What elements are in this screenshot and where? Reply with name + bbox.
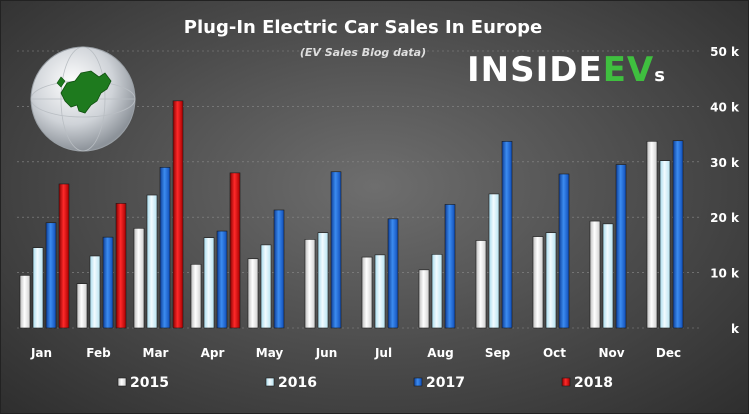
- europe-globe-icon: [30, 46, 136, 152]
- x-tick-label: Apr: [201, 346, 225, 360]
- bar-2017-jun: [330, 171, 342, 329]
- bar-2016-jan: [32, 247, 44, 329]
- bar-2017-dec: [672, 140, 684, 329]
- x-tick-label: Dec: [656, 346, 681, 360]
- bar-2016-may: [260, 244, 272, 329]
- bar-2016-apr: [203, 237, 215, 329]
- legend-swatch-2016: [265, 377, 275, 387]
- bar-2015-jun: [304, 239, 316, 329]
- gridlines: [17, 50, 701, 329]
- bar-2017-feb: [102, 236, 114, 329]
- bar-2017-may: [273, 209, 285, 329]
- bar-2016-feb: [89, 255, 101, 329]
- chart-title: Plug-In Electric Car Sales In Europe: [184, 17, 542, 38]
- legend-swatch-2015: [117, 377, 127, 387]
- bar-2015-may: [247, 258, 259, 329]
- bar-2016-mar: [146, 194, 158, 329]
- bar-2018-mar: [172, 100, 184, 329]
- bar-2018-apr: [229, 172, 241, 329]
- x-tick-label: Mar: [143, 346, 169, 360]
- insideevs-logo: INSIDEEVs: [467, 50, 665, 90]
- chart-subtitle: (EV Sales Blog data): [300, 46, 426, 59]
- bar-2018-feb: [115, 203, 127, 329]
- y-tick-label: k: [731, 322, 740, 336]
- bar-2016-aug: [431, 254, 443, 329]
- bar-2017-oct: [558, 173, 570, 329]
- y-tick-label: 30 k: [710, 156, 740, 170]
- y-tick-label: 20 k: [710, 211, 740, 225]
- bar-2017-apr: [216, 230, 228, 329]
- x-tick-label: Oct: [543, 346, 566, 360]
- bar-2016-nov: [602, 223, 614, 329]
- legend: 2015 2016 2017 2018: [117, 375, 613, 391]
- bar-2015-sep: [475, 240, 487, 329]
- bar-2016-oct: [545, 232, 557, 329]
- svg-text:INSIDEEVs: INSIDEEVs: [467, 50, 665, 90]
- x-tick-label: Nov: [598, 346, 624, 360]
- y-tick-label: 40 k: [710, 100, 740, 114]
- bar-2017-jan: [45, 222, 57, 329]
- bar-2015-apr: [190, 263, 202, 329]
- legend-label-2015: 2015: [130, 375, 169, 391]
- bars: [19, 100, 684, 329]
- legend-label-2018: 2018: [574, 375, 613, 391]
- x-tick-label: Feb: [86, 346, 111, 360]
- legend-label-2017: 2017: [426, 375, 465, 391]
- bar-2017-sep: [501, 141, 513, 329]
- bar-2015-nov: [589, 220, 601, 329]
- bar-2017-aug: [444, 204, 456, 329]
- legend-label-2016: 2016: [278, 375, 317, 391]
- x-axis-categories: Jan Feb Mar Apr May Jun Jul Aug Sep Oct Nov Dec: [30, 346, 681, 360]
- bar-2015-feb: [76, 283, 88, 329]
- legend-swatch-2017: [413, 377, 423, 387]
- y-tick-label: 10 k: [710, 267, 740, 281]
- x-tick-label: Jul: [374, 346, 392, 360]
- x-tick-label: Jan: [30, 346, 52, 360]
- bar-2015-jul: [361, 256, 373, 329]
- bar-2015-mar: [133, 227, 145, 329]
- bar-2017-mar: [159, 167, 171, 329]
- x-tick-label: May: [256, 346, 284, 360]
- x-tick-label: Sep: [485, 346, 511, 360]
- bar-2016-jun: [317, 232, 329, 329]
- bar-2018-jan: [58, 183, 70, 329]
- bar-2016-jul: [374, 254, 386, 329]
- bar-2016-sep: [488, 193, 500, 329]
- bar-2016-dec: [659, 160, 671, 329]
- x-tick-label: Jun: [315, 346, 338, 360]
- bar-2015-aug: [418, 269, 430, 329]
- x-tick-label: Aug: [427, 346, 453, 360]
- bar-2015-jan: [19, 275, 31, 329]
- bar-2017-jul: [387, 218, 399, 329]
- y-tick-label: 50 k: [710, 45, 740, 59]
- bar-2017-nov: [615, 164, 627, 329]
- bar-2015-dec: [646, 141, 658, 329]
- bar-2015-oct: [532, 236, 544, 329]
- y-axis-ticks: k 10 k 20 k 30 k 40 k 50 k: [710, 45, 740, 336]
- legend-swatch-2018: [561, 377, 571, 387]
